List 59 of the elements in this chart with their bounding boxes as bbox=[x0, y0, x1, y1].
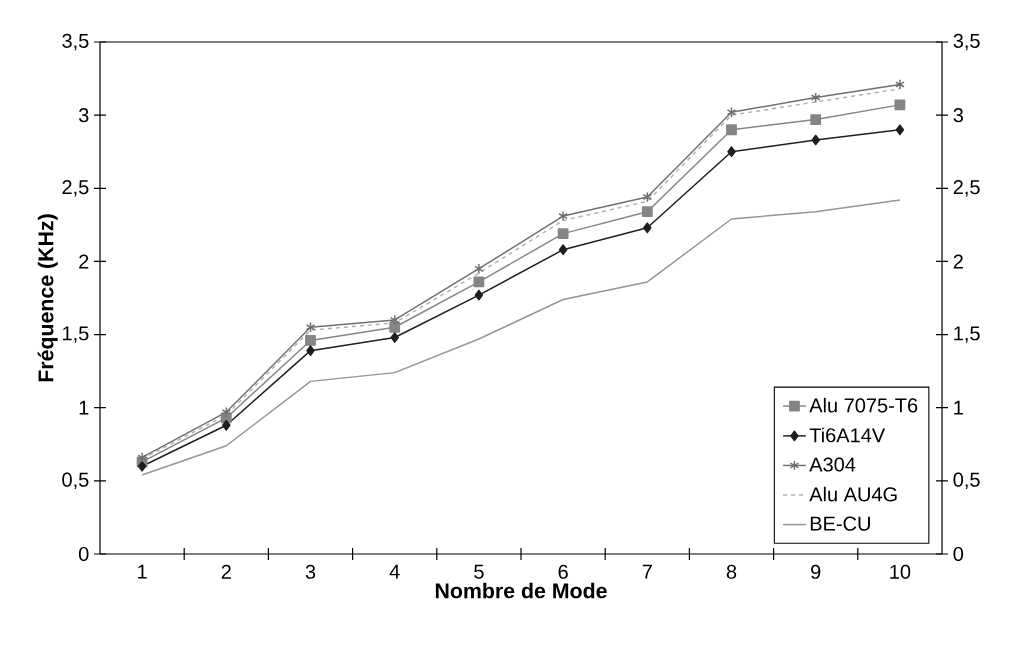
point bbox=[558, 210, 568, 222]
point bbox=[222, 419, 231, 431]
point bbox=[811, 134, 820, 146]
point bbox=[221, 406, 232, 418]
x-tick-label: 2 bbox=[221, 564, 231, 579]
legend-label: Ti6A14V bbox=[809, 427, 886, 443]
y2-tick-label: 0 bbox=[953, 546, 964, 562]
point bbox=[642, 191, 653, 203]
x-tick-label: 3 bbox=[305, 564, 316, 579]
y2-tick-label: 3 bbox=[953, 108, 963, 123]
x-tick-label: 8 bbox=[726, 564, 737, 579]
x-tick-label: 10 bbox=[890, 564, 911, 579]
point bbox=[474, 263, 484, 275]
x-tick-label: 5 bbox=[474, 564, 484, 579]
point bbox=[895, 124, 905, 136]
legend-label: Alu AU4G bbox=[809, 486, 897, 502]
y2-tick-label: 3,5 bbox=[953, 33, 980, 51]
y2-tick-label: 1,5 bbox=[954, 326, 980, 343]
point bbox=[137, 452, 147, 463]
point bbox=[726, 106, 737, 118]
y2-tick-label: 1 bbox=[954, 400, 963, 415]
y2-tick-label: 2 bbox=[953, 254, 963, 269]
point bbox=[558, 244, 568, 256]
point bbox=[305, 321, 316, 333]
x-tick-label: 1 bbox=[138, 564, 147, 579]
point bbox=[895, 79, 905, 90]
y-axis-title: Fréquence (KHz) bbox=[37, 214, 58, 382]
x-tick-label: 9 bbox=[811, 564, 821, 579]
legend-label: BE-CU bbox=[810, 516, 870, 531]
y-tick-label: 2,5 bbox=[62, 180, 89, 197]
y2-tick-label: 0,5 bbox=[953, 472, 980, 490]
point bbox=[641, 206, 653, 218]
point bbox=[726, 124, 737, 136]
point bbox=[810, 114, 822, 125]
point bbox=[474, 289, 484, 301]
point bbox=[727, 146, 736, 158]
point bbox=[557, 228, 569, 240]
x-tick-label: 4 bbox=[389, 564, 400, 579]
point bbox=[389, 314, 400, 326]
y-tick-label: 3,5 bbox=[62, 33, 89, 51]
point bbox=[305, 335, 316, 346]
x-axis-title: Nombre de Mode bbox=[435, 582, 607, 599]
x-tick-label: 6 bbox=[558, 564, 568, 579]
y2-tick-label: 2,5 bbox=[953, 180, 980, 197]
point bbox=[810, 92, 821, 103]
y-tick-label: 0 bbox=[78, 546, 89, 562]
x-tick-label: 7 bbox=[642, 564, 652, 579]
legend-label: A304 bbox=[809, 457, 856, 472]
legend-label: Alu 7075-T6 bbox=[809, 397, 918, 413]
point bbox=[390, 332, 399, 343]
y-tick-label: 1 bbox=[79, 400, 89, 415]
y-tick-label: 2 bbox=[79, 254, 89, 269]
point bbox=[389, 321, 401, 333]
point bbox=[306, 345, 315, 357]
point bbox=[137, 460, 147, 472]
y-tick-label: 3 bbox=[78, 108, 89, 123]
point bbox=[643, 222, 652, 234]
y-tick-label: 1,5 bbox=[63, 326, 89, 343]
y-tick-label: 0,5 bbox=[62, 472, 89, 490]
